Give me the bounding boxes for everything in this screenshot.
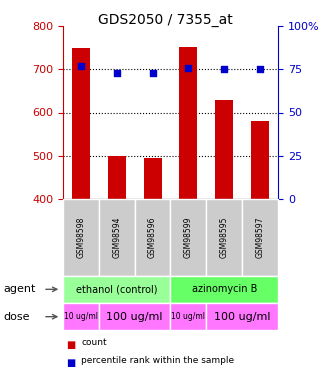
- Text: GSM98598: GSM98598: [76, 216, 85, 258]
- Text: percentile rank within the sample: percentile rank within the sample: [81, 356, 234, 365]
- Text: 100 ug/ml: 100 ug/ml: [106, 312, 163, 322]
- Text: ethanol (control): ethanol (control): [76, 284, 158, 294]
- Text: ■: ■: [66, 358, 75, 368]
- Text: ■: ■: [66, 340, 75, 350]
- Point: [150, 70, 155, 76]
- Text: GSM98594: GSM98594: [112, 216, 121, 258]
- Bar: [144, 158, 162, 199]
- Text: agent: agent: [3, 284, 36, 294]
- Text: 10 ug/ml: 10 ug/ml: [171, 312, 206, 321]
- Text: GDS2050 / 7355_at: GDS2050 / 7355_at: [98, 13, 233, 27]
- Point: [114, 70, 119, 76]
- Text: 100 ug/ml: 100 ug/ml: [214, 312, 270, 322]
- Bar: [179, 46, 197, 199]
- Bar: [251, 121, 269, 199]
- Text: GSM98597: GSM98597: [256, 216, 264, 258]
- Bar: [72, 48, 90, 199]
- Point: [78, 63, 83, 69]
- Bar: [215, 100, 233, 199]
- Text: GSM98596: GSM98596: [148, 216, 157, 258]
- Point: [221, 66, 227, 72]
- Bar: [108, 156, 126, 199]
- Text: 10 ug/ml: 10 ug/ml: [64, 312, 98, 321]
- Text: GSM98595: GSM98595: [220, 216, 229, 258]
- Text: dose: dose: [3, 312, 30, 322]
- Point: [258, 66, 263, 72]
- Text: azinomycin B: azinomycin B: [192, 284, 257, 294]
- Text: count: count: [81, 338, 107, 347]
- Text: GSM98599: GSM98599: [184, 216, 193, 258]
- Point: [186, 64, 191, 70]
